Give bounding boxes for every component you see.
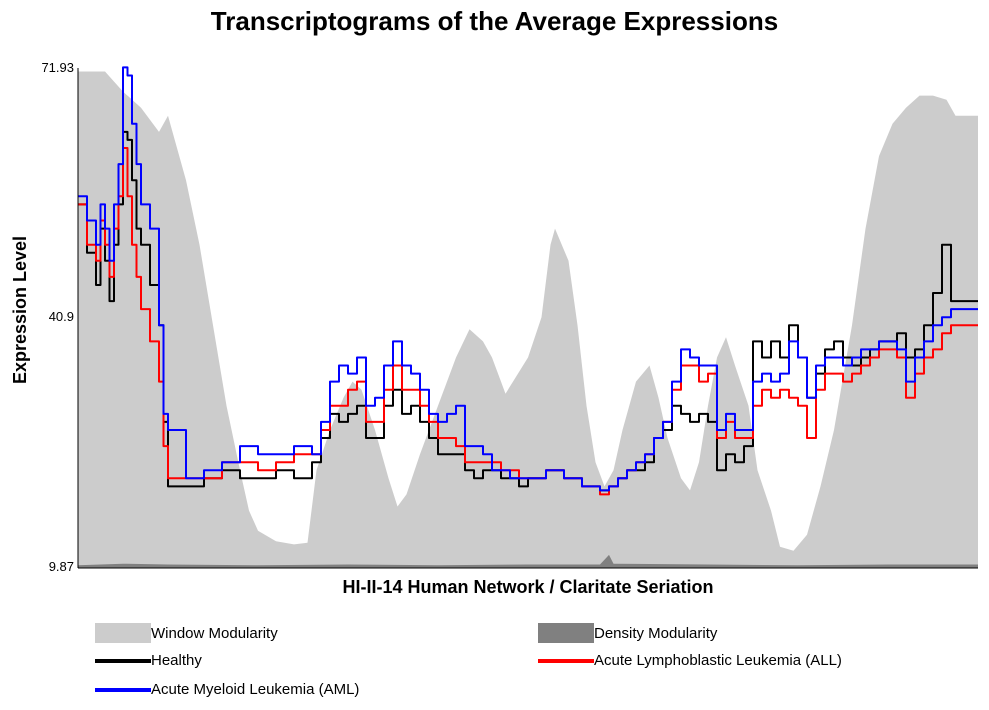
series-line-acute-myeloid-leukemia-aml bbox=[78, 66, 978, 492]
area-window-modularity bbox=[78, 71, 978, 568]
legend-label: Window Modularity bbox=[151, 624, 278, 642]
legend-swatch bbox=[538, 623, 594, 643]
legend-item-healthy: Healthy bbox=[95, 652, 202, 669]
legend-item-aml: Acute Myeloid Leukemia (AML) bbox=[95, 681, 359, 698]
y-tick-label: 71.93 bbox=[41, 60, 74, 75]
legend-swatch bbox=[95, 687, 151, 692]
legend-item-window-modularity: Window Modularity bbox=[95, 623, 278, 643]
y-axis-label-wrap: Expression Level bbox=[0, 236, 40, 384]
legend-swatch bbox=[95, 658, 151, 663]
legend-swatch bbox=[95, 623, 151, 643]
legend-item-density-modularity: Density Modularity bbox=[538, 623, 717, 643]
chart-title: Transcriptograms of the Average Expressi… bbox=[210, 6, 779, 36]
legend-item-all: Acute Lymphoblastic Leukemia (ALL) bbox=[538, 652, 842, 669]
area-density-modularity bbox=[78, 554, 978, 568]
x-axis-label: HI-II-14 Human Network / Claritate Seria… bbox=[342, 577, 714, 597]
legend-label: Acute Lymphoblastic Leukemia (ALL) bbox=[594, 652, 842, 669]
legend-label: Acute Myeloid Leukemia (AML) bbox=[151, 681, 360, 698]
legend-label: Healthy bbox=[151, 652, 202, 669]
legend-swatch bbox=[538, 658, 594, 663]
y-axis-label: Expression Level bbox=[10, 235, 30, 385]
y-tick-label: 9.87 bbox=[48, 559, 74, 574]
y-tick-label: 40.9 bbox=[48, 309, 74, 324]
legend-label: Density Modularity bbox=[594, 624, 718, 642]
